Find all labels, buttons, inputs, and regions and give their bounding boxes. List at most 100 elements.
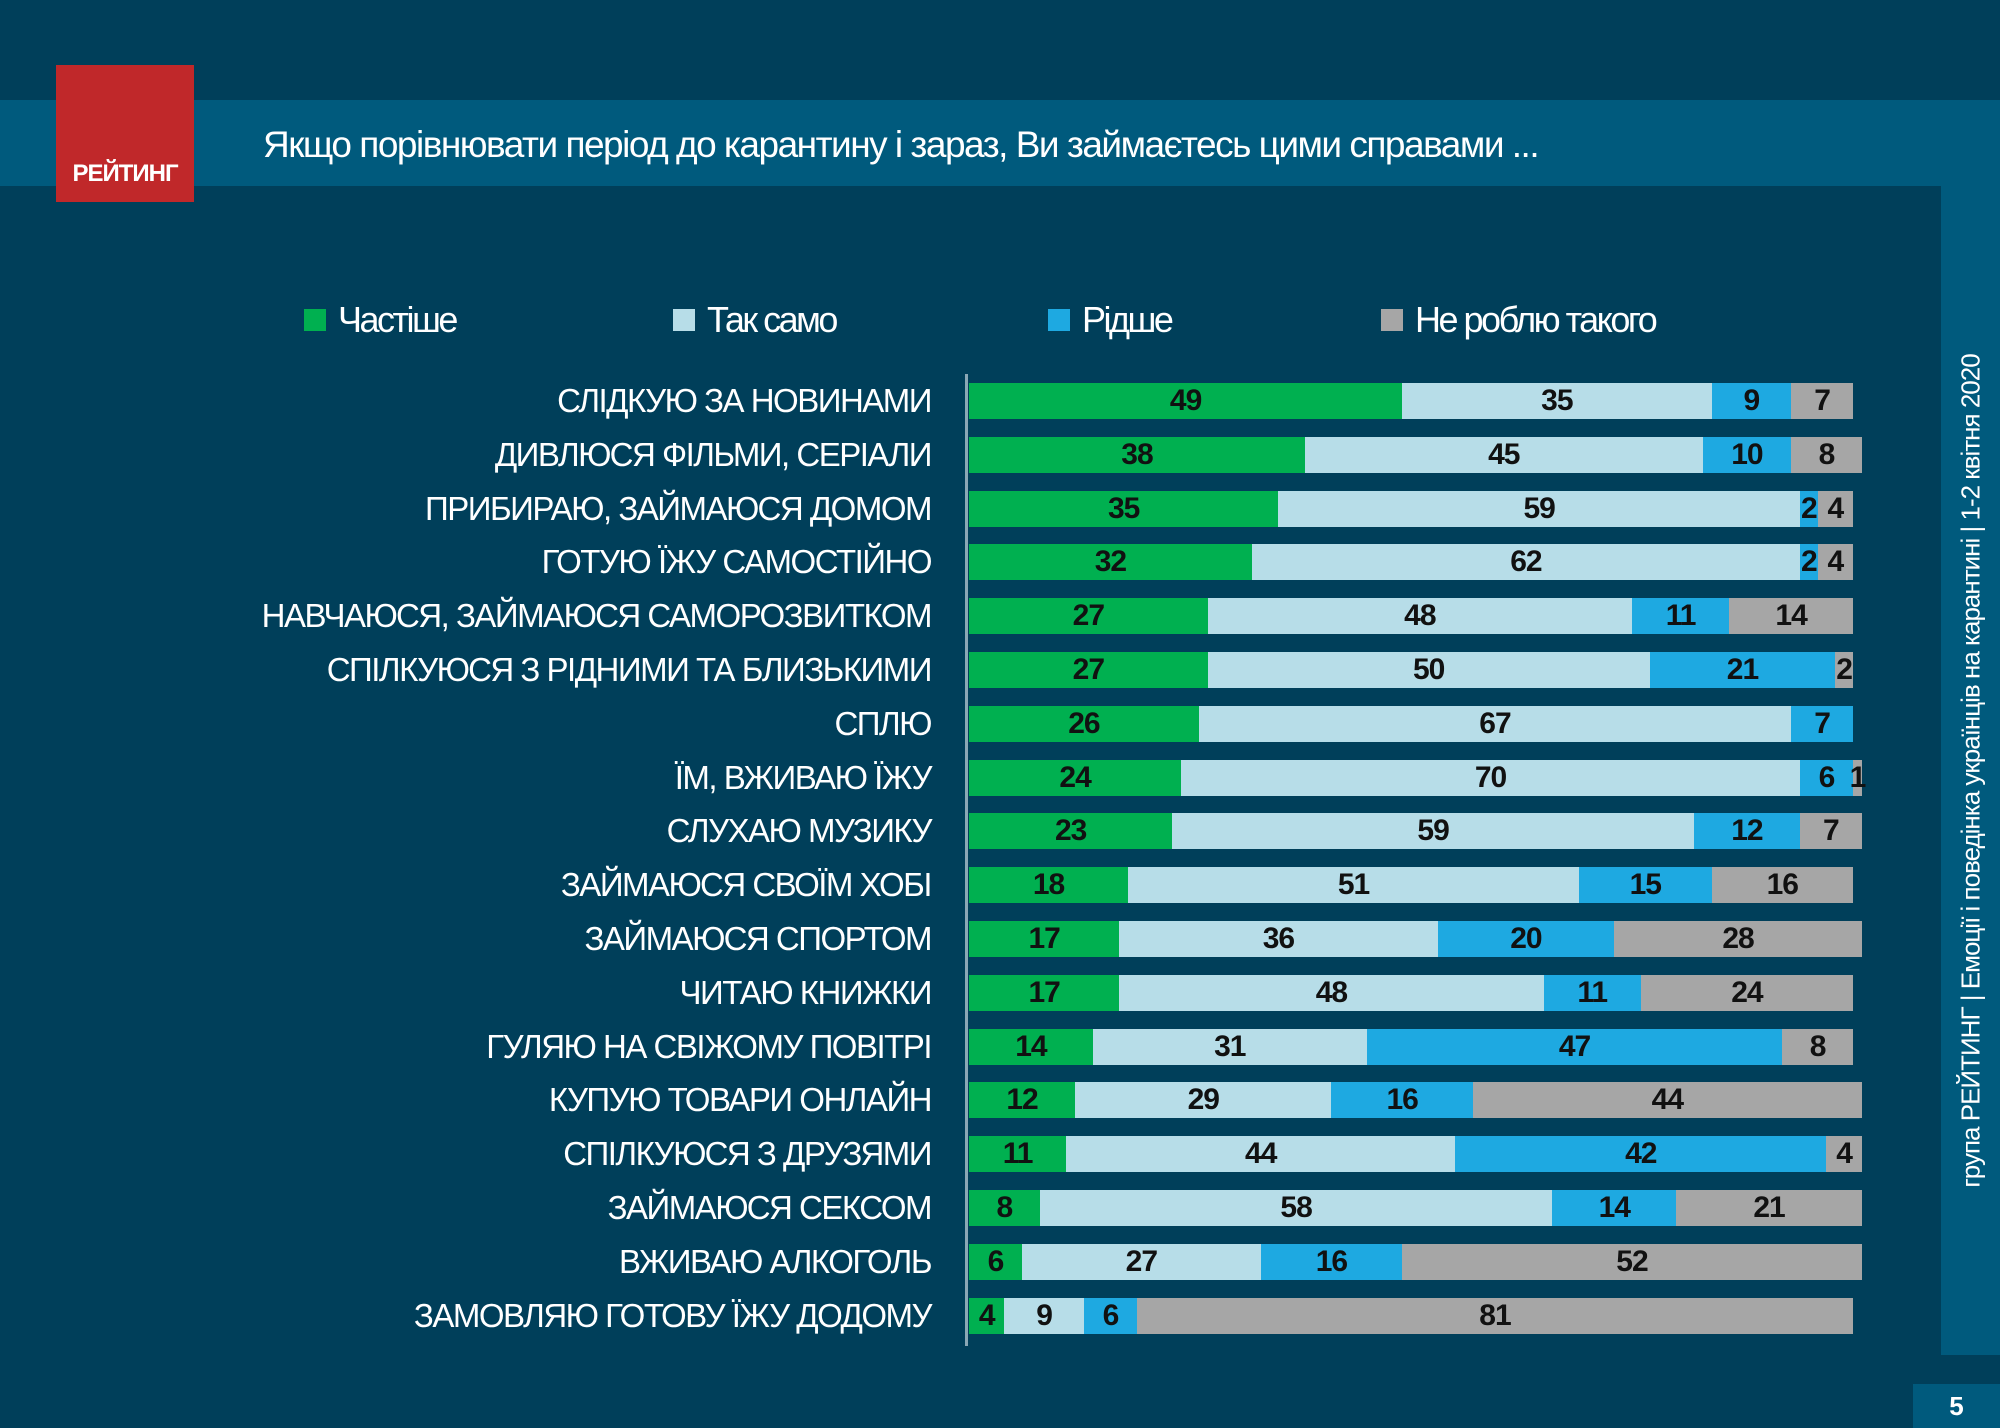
bar-segment: 44 bbox=[1472, 1082, 1862, 1119]
bar-segment: 67 bbox=[1198, 705, 1792, 742]
bar-segment: 28 bbox=[1614, 921, 1862, 957]
bar-segment: 9 bbox=[1004, 1297, 1084, 1334]
data-label: 16 bbox=[1766, 868, 1799, 902]
bar-segment: 62 bbox=[1251, 544, 1800, 581]
legend-label: Так само bbox=[707, 299, 838, 340]
data-label: 27 bbox=[1125, 1244, 1158, 1278]
bar-segment: 59 bbox=[1172, 813, 1694, 850]
data-label: 59 bbox=[1523, 491, 1555, 525]
bar-segment: 48 bbox=[1207, 598, 1632, 635]
data-label: 81 bbox=[1479, 1298, 1511, 1332]
category-label: ЧИТАЮ КНИЖКИ bbox=[679, 973, 933, 1011]
data-label: 4 bbox=[1836, 1137, 1853, 1171]
bar-segment: 6 bbox=[1799, 759, 1853, 796]
header-band bbox=[0, 100, 2000, 186]
bar-segment: 21 bbox=[1676, 1190, 1862, 1226]
category-axis bbox=[965, 374, 968, 1346]
data-label: 24 bbox=[1059, 760, 1091, 794]
bar-segment: 58 bbox=[1039, 1190, 1553, 1226]
data-label: 8 bbox=[1818, 437, 1836, 471]
bar-segment: 14 bbox=[1729, 598, 1853, 635]
bar-segment: 38 bbox=[969, 436, 1305, 473]
legend-swatch bbox=[1048, 309, 1070, 331]
data-label: 15 bbox=[1629, 868, 1662, 902]
category-label: КУПУЮ ТОВАРИ ОНЛАЙН bbox=[548, 1081, 933, 1119]
data-label: 14 bbox=[1015, 1029, 1047, 1063]
bar-segment: 6 bbox=[969, 1243, 1023, 1280]
legend-item: Не роблю такого bbox=[1381, 299, 1658, 340]
data-label: 67 bbox=[1479, 706, 1511, 740]
data-label: 35 bbox=[1108, 491, 1140, 525]
data-label: 23 bbox=[1054, 814, 1087, 848]
data-label: 11 bbox=[1577, 975, 1608, 1009]
data-label: 16 bbox=[1315, 1244, 1348, 1278]
legend-label: Не роблю такого bbox=[1415, 299, 1658, 340]
bar-segment: 6 bbox=[1083, 1297, 1137, 1334]
data-label: 49 bbox=[1169, 384, 1202, 417]
data-label: 20 bbox=[1510, 922, 1542, 955]
data-label: 10 bbox=[1731, 437, 1763, 471]
legend-swatch bbox=[304, 309, 326, 331]
bar-segment: 42 bbox=[1455, 1136, 1827, 1173]
category-label: СПІЛКУЮСЯ З ДРУЗЯМИ bbox=[563, 1135, 932, 1173]
data-label: 28 bbox=[1722, 922, 1754, 955]
bar-segment: 20 bbox=[1437, 921, 1615, 957]
bar-segment: 29 bbox=[1075, 1082, 1332, 1119]
data-label: 47 bbox=[1558, 1029, 1591, 1063]
bar-segment: 7 bbox=[1791, 705, 1853, 742]
bar-segment: 36 bbox=[1119, 921, 1438, 957]
bar-segment: 2 bbox=[1799, 490, 1818, 527]
bar-segment: 35 bbox=[969, 490, 1279, 527]
category-label: ВЖИВАЮ АЛКОГОЛЬ bbox=[619, 1242, 932, 1280]
data-label: 58 bbox=[1280, 1191, 1312, 1224]
legend-label: Частіше bbox=[338, 299, 458, 340]
legend-item: Частіше bbox=[304, 299, 458, 340]
bar-segment: 51 bbox=[1128, 867, 1579, 904]
side-strip: група РЕЙТИНГ | Емоції і поведінка украї… bbox=[1941, 186, 2000, 1355]
bar-segment: 15 bbox=[1578, 867, 1712, 904]
bar-segment: 12 bbox=[1693, 813, 1800, 850]
data-label: 48 bbox=[1404, 599, 1436, 633]
page-number: 5 bbox=[1913, 1384, 2000, 1428]
page-title: Якщо порівнювати період до карантину і з… bbox=[263, 124, 1540, 165]
data-label: 6 bbox=[987, 1244, 1005, 1278]
data-label: 12 bbox=[1731, 814, 1763, 848]
data-label: 70 bbox=[1474, 760, 1507, 794]
data-label: 44 bbox=[1245, 1137, 1277, 1171]
legend-item: Так само bbox=[673, 299, 838, 340]
bar-segment: 59 bbox=[1278, 490, 1800, 527]
data-label: 38 bbox=[1121, 437, 1153, 471]
data-label: 31 bbox=[1214, 1029, 1246, 1063]
data-label: 36 bbox=[1262, 922, 1295, 955]
bar-segment: 4 bbox=[1817, 544, 1853, 581]
category-label: ЇМ, ВЖИВАЮ ЇЖУ bbox=[674, 758, 933, 796]
data-label: 1 bbox=[1849, 760, 1867, 794]
data-label: 6 bbox=[1102, 1298, 1120, 1332]
data-label: 9 bbox=[1036, 1298, 1053, 1332]
data-label: 21 bbox=[1726, 653, 1759, 686]
legend-swatch bbox=[673, 309, 695, 331]
bar-segment: 27 bbox=[969, 598, 1208, 635]
bar-segment: 17 bbox=[969, 974, 1120, 1011]
category-label: ГОТУЮ ЇЖУ САМОСТІЙНО bbox=[541, 543, 933, 581]
data-label: 16 bbox=[1386, 1083, 1418, 1117]
bar-segment: 7 bbox=[1791, 383, 1853, 419]
legend-label: Рідше bbox=[1082, 299, 1174, 340]
data-label: 14 bbox=[1598, 1191, 1631, 1224]
bar-segment: 14 bbox=[969, 1028, 1093, 1065]
bar-segment: 35 bbox=[1402, 383, 1712, 419]
data-label: 50 bbox=[1412, 653, 1445, 686]
category-label: СЛУХАЮ МУЗИКУ bbox=[666, 812, 933, 850]
data-label: 18 bbox=[1032, 868, 1065, 902]
data-label: 6 bbox=[1818, 760, 1836, 794]
data-label: 2 bbox=[1800, 491, 1818, 525]
data-label: 52 bbox=[1616, 1244, 1648, 1278]
data-label: 21 bbox=[1753, 1191, 1785, 1224]
bar-segment: 21 bbox=[1649, 652, 1836, 688]
category-label: СПІЛКУЮСЯ З РІДНИМИ ТА БЛИЗЬКИМИ bbox=[326, 651, 933, 688]
data-label: 32 bbox=[1094, 545, 1127, 579]
data-label: 42 bbox=[1625, 1137, 1657, 1171]
data-label: 4 bbox=[1827, 491, 1844, 525]
bar-segment: 24 bbox=[1640, 974, 1853, 1011]
bar-segment: 32 bbox=[969, 544, 1252, 581]
